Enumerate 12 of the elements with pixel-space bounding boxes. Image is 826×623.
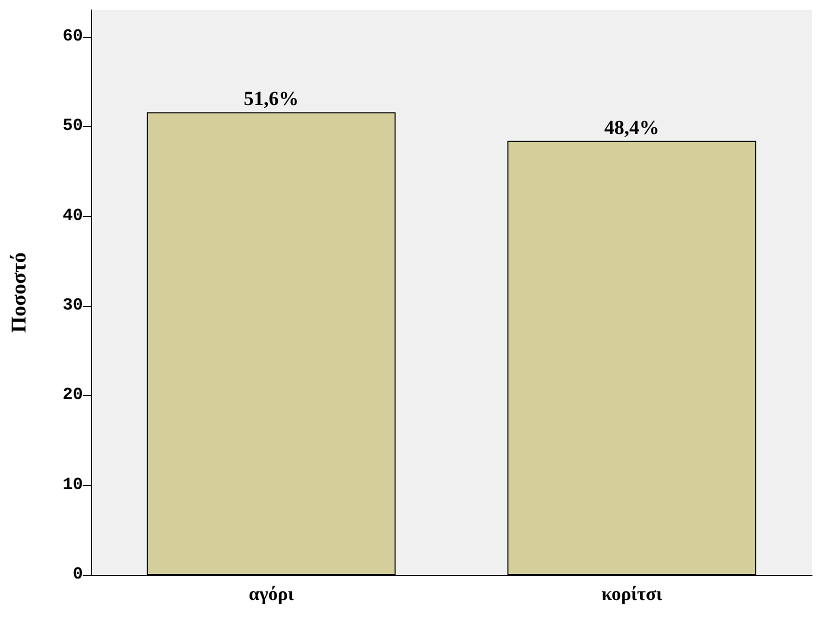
y-tick-label: 40 xyxy=(62,206,83,226)
y-tick-label: 50 xyxy=(62,117,83,136)
y-tick-label: 30 xyxy=(62,296,83,316)
data-label: 51,6% xyxy=(244,88,299,110)
y-tick-label: 0 xyxy=(72,566,83,584)
data-label: 48,4% xyxy=(604,116,660,139)
y-tick-label: 60 xyxy=(62,27,83,46)
x-tick-label: κορίτσι xyxy=(601,584,662,605)
y-tick-label: 10 xyxy=(62,476,83,495)
y-tick-label: 20 xyxy=(62,386,83,406)
y-axis-title: Ποσοστό xyxy=(6,252,30,333)
x-tick-label: αγόρι xyxy=(248,584,294,605)
